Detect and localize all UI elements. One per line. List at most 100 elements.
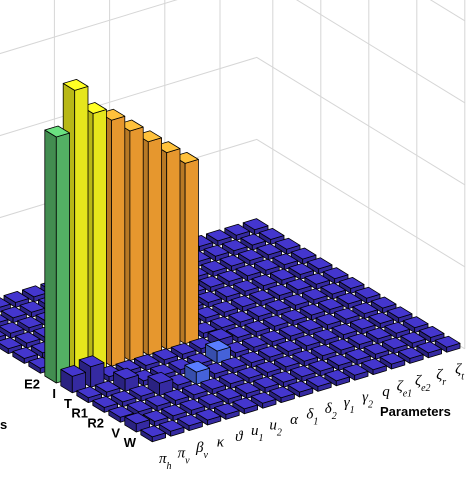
bar-front-face (111, 115, 126, 367)
bar-top-face (113, 367, 139, 380)
bar-top-face (269, 386, 295, 399)
bar-front-face (74, 86, 89, 378)
bar-top-face (370, 296, 397, 309)
bar-top-face (304, 272, 331, 285)
bar-top-face (0, 321, 25, 334)
y-tick-label: R1 (71, 406, 88, 421)
bar-top-face (349, 317, 376, 330)
bar-top-face (170, 342, 197, 355)
bar-top-face (108, 405, 135, 418)
bar-top-face (384, 321, 411, 334)
bar-front-face (147, 137, 163, 356)
x-axis-title: Parameters (380, 404, 451, 419)
bar-top-face (1, 306, 27, 319)
bar-front-face (166, 148, 181, 350)
bar-top-face (272, 253, 299, 266)
bar-top-face (140, 425, 167, 438)
x-tick-label: ζe1 (397, 378, 413, 399)
bar-top-face (186, 352, 213, 365)
bar-top-face (320, 282, 347, 295)
y-tick-label: V (111, 425, 120, 440)
bar-top-face (78, 355, 105, 368)
bar-front-face (184, 158, 199, 345)
bar-top-face (269, 268, 296, 281)
bar-top-face (276, 339, 303, 352)
bar-top-face (235, 264, 262, 277)
bar-top-face (212, 300, 239, 313)
bar-top-face (216, 387, 243, 400)
x-tick-label: πv (178, 446, 191, 467)
bar-top-face (149, 363, 176, 376)
bar-top-face (244, 320, 271, 333)
bar-top-face (142, 409, 169, 422)
bar-top-face (381, 337, 408, 350)
bar-top-face (256, 243, 283, 256)
bar-top-face (329, 338, 355, 351)
bar-top-face (361, 358, 387, 371)
bar-top-face (267, 283, 294, 296)
bar-top-face (124, 412, 151, 425)
y-tick-label: W (124, 435, 137, 450)
bar-top-face (281, 309, 307, 322)
x-tick-label: δ2 (325, 401, 337, 422)
bar-top-face (310, 344, 337, 357)
bar-top-face (224, 223, 251, 236)
bar-top-face (250, 391, 277, 404)
bar-top-face (233, 279, 259, 292)
bar-top-face (365, 327, 392, 340)
bar-top-face (317, 297, 344, 310)
bar-top-face (161, 404, 187, 417)
y-tick-label: R2 (87, 416, 104, 431)
bar-top-face (331, 323, 358, 336)
bar-top-face (251, 274, 278, 287)
bar-top-face (324, 369, 351, 382)
bar-top-face (345, 348, 371, 361)
bar-top-face (218, 372, 245, 385)
bar-top-face (242, 218, 269, 231)
bar-top-face (115, 359, 142, 372)
bar-top-face (253, 258, 280, 271)
bar-top-face (294, 334, 321, 347)
bar-top-face (205, 339, 231, 352)
bar-top-face (221, 239, 248, 252)
x-tick-label: πh (159, 451, 172, 472)
grid-line (429, 0, 466, 22)
bar-top-face (283, 293, 310, 306)
bar-top-face (209, 316, 236, 329)
bar-front-face (92, 109, 107, 373)
bar-top-face (274, 237, 301, 250)
x-tick-label: κ (217, 434, 225, 450)
bar-top-face (21, 285, 48, 298)
bar-top-face (126, 400, 153, 413)
grid-line (0, 0, 466, 104)
bar-top-face (299, 303, 326, 316)
bar-top-face (201, 260, 227, 273)
bar-top-face (416, 341, 443, 354)
bar-top-face (239, 351, 266, 364)
x-tick-label: q (382, 384, 390, 400)
bar-top-face (260, 330, 287, 343)
bar-top-face (400, 331, 427, 344)
bar-top-face (322, 267, 349, 280)
bar-top-face (241, 335, 268, 348)
bar-top-face (147, 371, 174, 384)
bar-front-face (55, 132, 70, 384)
bar-top-face (418, 325, 445, 338)
bar-top-face (158, 419, 185, 432)
bar-top-face (0, 330, 6, 338)
bar-top-face (44, 125, 70, 138)
bar-top-face (163, 388, 190, 401)
bar-top-face (228, 310, 255, 323)
bar-top-face (379, 352, 406, 365)
bar-top-face (285, 278, 312, 291)
bar-top-face (198, 275, 225, 288)
x-tick-label: βv (195, 440, 208, 461)
bar-top-face (237, 248, 264, 261)
bar-top-face (92, 395, 118, 408)
y-axis-title-partial: s (0, 417, 7, 432)
bar-top-face (213, 402, 240, 415)
bar-top-face (60, 364, 86, 377)
bar-top-face (0, 314, 9, 323)
